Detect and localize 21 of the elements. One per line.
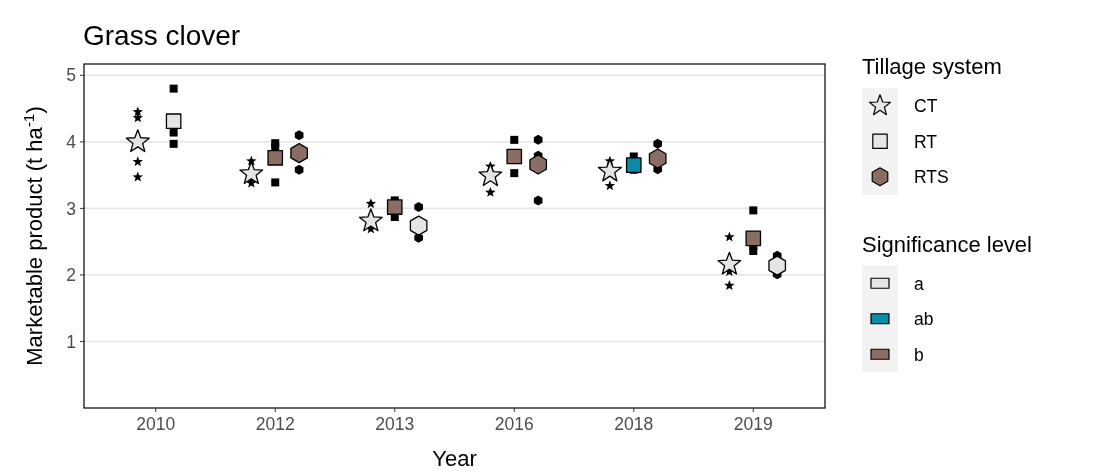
legend-label: a bbox=[914, 273, 924, 294]
chart-title: Grass clover bbox=[83, 20, 241, 51]
legend-label: RTS bbox=[914, 167, 949, 188]
y-tick-label: 3 bbox=[66, 198, 76, 219]
x-tick-label: 2010 bbox=[136, 414, 176, 434]
legend-label: RT bbox=[914, 131, 938, 152]
legend-label: ab bbox=[914, 309, 934, 330]
legend-label: b bbox=[914, 344, 924, 365]
x-tick-label: 2013 bbox=[375, 414, 415, 434]
text: Tillage system bbox=[862, 54, 1002, 79]
y-tick-label: 2 bbox=[66, 265, 76, 286]
y-tick-label: 4 bbox=[66, 131, 77, 152]
x-axis-title: Year bbox=[432, 446, 477, 471]
legend-label: CT bbox=[914, 96, 938, 117]
x-tick-label: 2018 bbox=[614, 414, 654, 434]
y-tick-label: 1 bbox=[66, 331, 76, 352]
y-tick-label: 5 bbox=[66, 65, 76, 86]
text: Significance level bbox=[862, 231, 1032, 257]
x-tick-label: 2019 bbox=[733, 414, 773, 434]
x-tick-label: 2016 bbox=[494, 414, 534, 434]
x-tick-label: 2012 bbox=[255, 414, 295, 434]
